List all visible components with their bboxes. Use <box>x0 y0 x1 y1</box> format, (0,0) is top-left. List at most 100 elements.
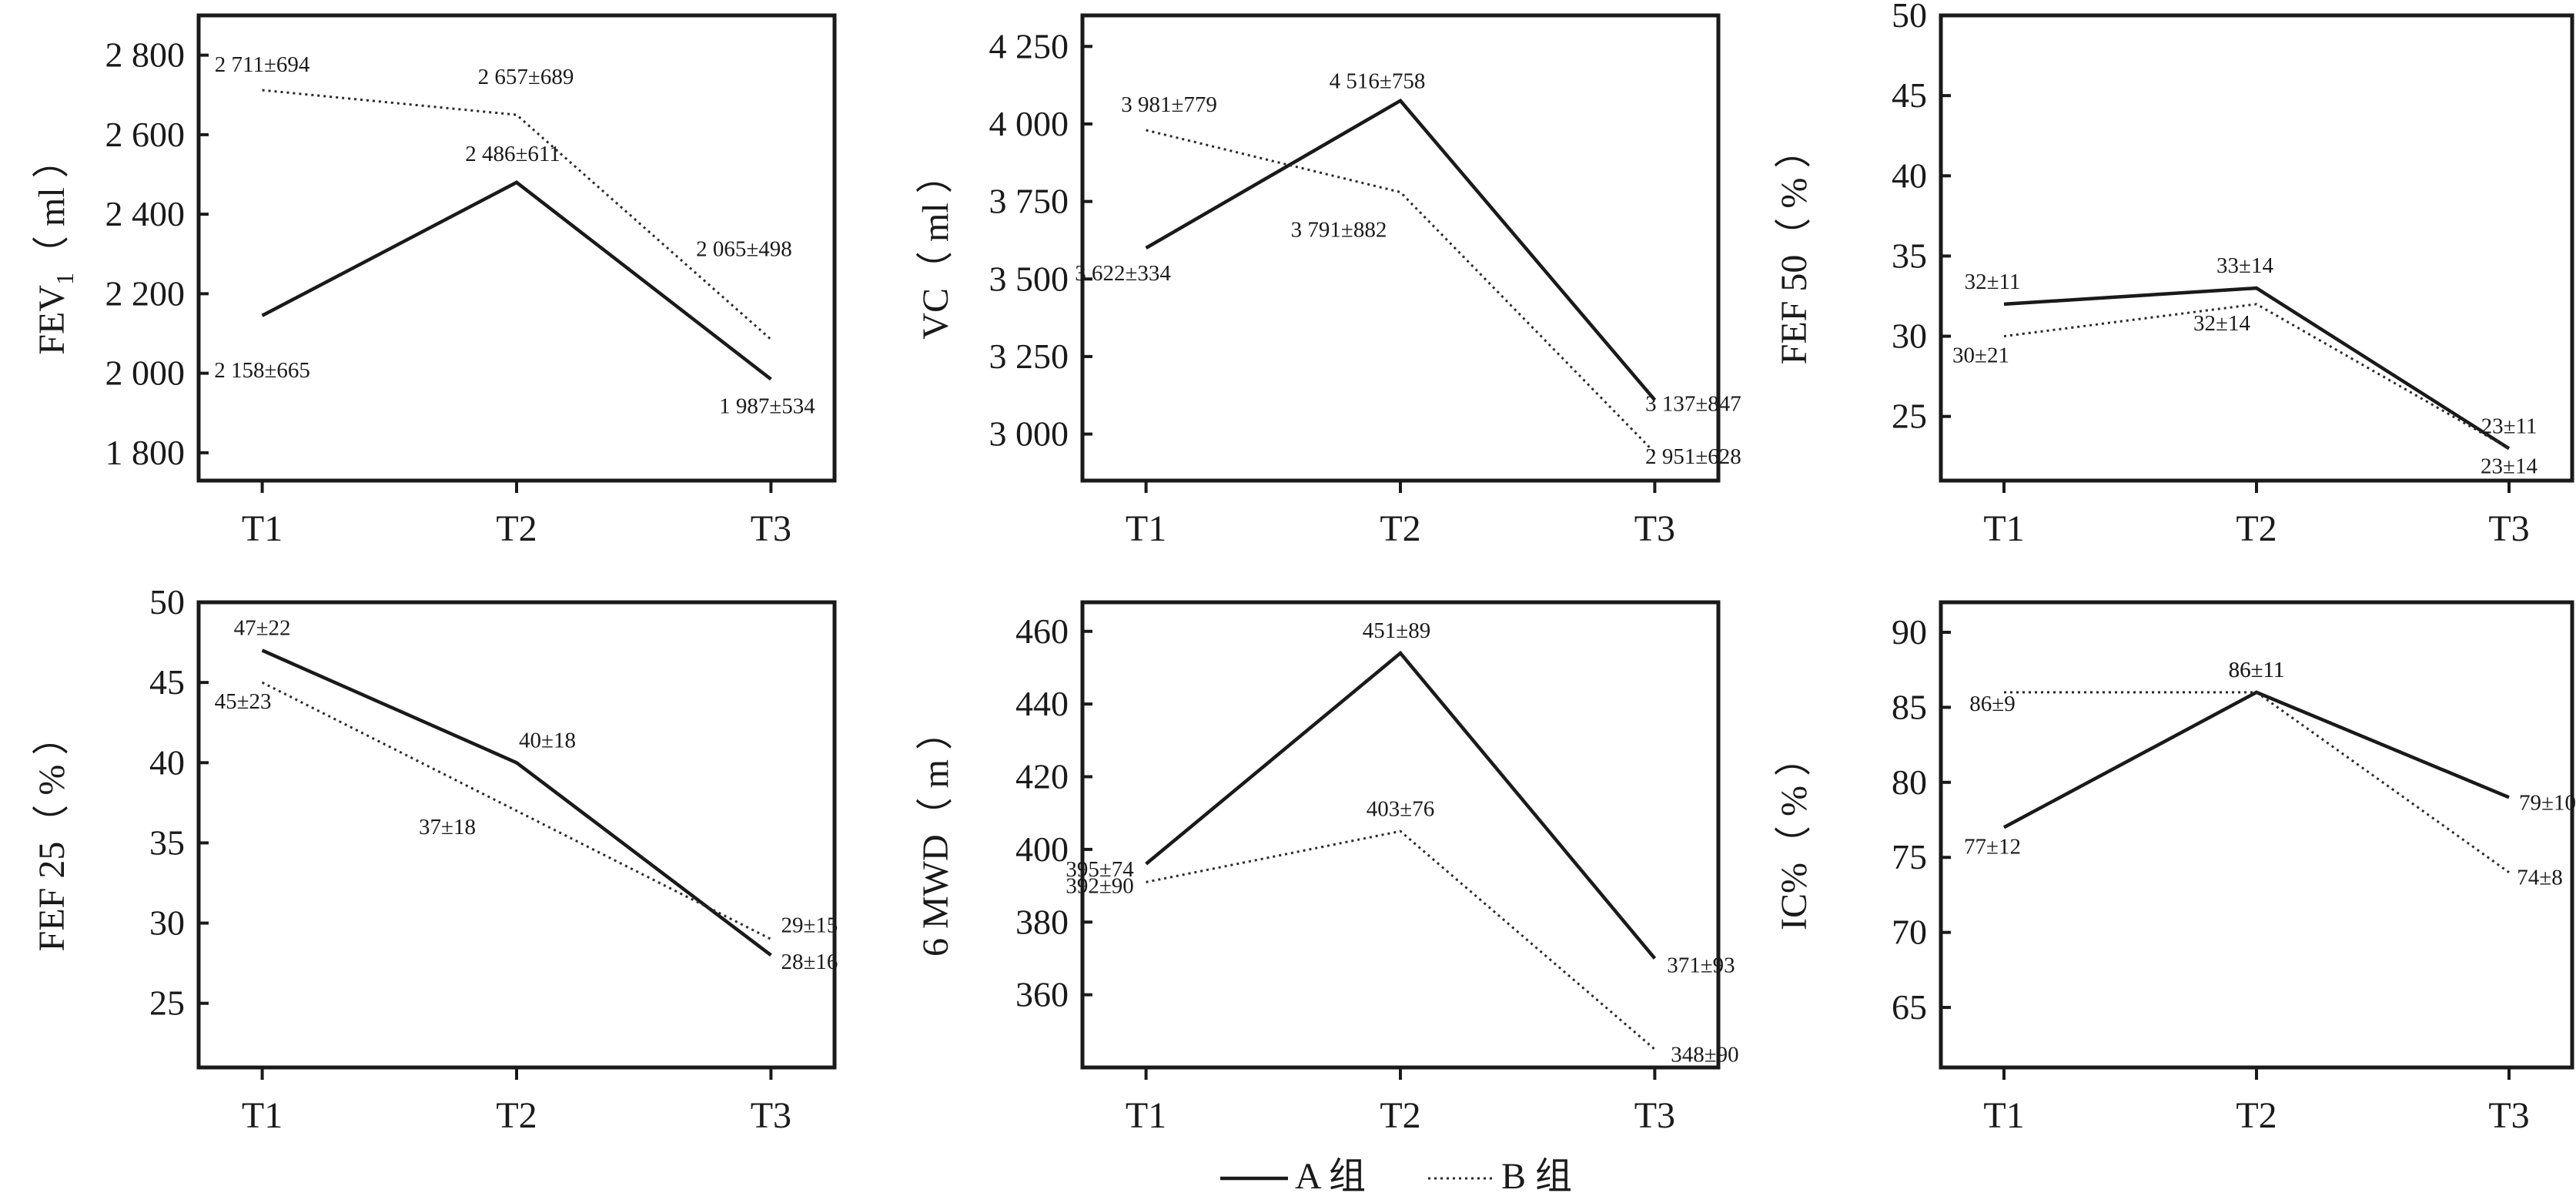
series-line-b <box>2003 303 2510 450</box>
y-tick-label: 70 <box>1892 913 1927 952</box>
plot-frame <box>1939 13 2574 483</box>
x-tick-label: T1 <box>242 508 283 549</box>
y-axis-label: FEF 50（ % ） <box>1774 132 1815 365</box>
data-label-a: 3 622±334 <box>1075 261 1171 286</box>
y-tick-label: 75 <box>1892 837 1927 876</box>
y-tick-label: 360 <box>1015 975 1069 1014</box>
y-tick-label: 90 <box>1892 612 1927 652</box>
x-tick-label: T2 <box>496 1095 537 1136</box>
y-tick-label: 85 <box>1892 687 1927 726</box>
data-label-a: 2 486±611 <box>465 142 560 166</box>
data-label-b: 29±15 <box>781 913 838 937</box>
x-tick-label: T3 <box>751 1095 791 1136</box>
y-tick-label: 2 600 <box>105 115 186 154</box>
data-label-b: 30±21 <box>1952 343 2009 368</box>
y-tick-label: 2 200 <box>105 273 186 313</box>
data-label-b: 348±90 <box>1671 1042 1738 1067</box>
data-label-a: 28±16 <box>781 950 838 974</box>
series-line-b <box>262 89 772 340</box>
x-tick-label: T3 <box>1634 1095 1675 1136</box>
series-line-a <box>261 180 772 381</box>
y-tick-label: 2 400 <box>105 194 186 233</box>
data-label-b: 32±14 <box>2193 311 2250 336</box>
y-tick-label: 2 000 <box>105 354 186 393</box>
data-label-a: 40±18 <box>519 728 576 752</box>
y-tick-label: 30 <box>149 903 185 943</box>
legend-label-b: B 组 <box>1501 1156 1572 1193</box>
x-tick-label: T1 <box>242 1095 283 1136</box>
data-label-b: 2 657±689 <box>478 65 574 89</box>
y-tick-label: 1 800 <box>105 433 186 472</box>
plot-frame <box>196 600 837 1070</box>
x-tick-label: T3 <box>751 508 791 549</box>
x-tick-label: T1 <box>1983 1095 2024 1136</box>
y-tick-label: 3 500 <box>989 259 1069 298</box>
data-label-b: 2 951±628 <box>1645 444 1741 469</box>
data-label-a: 4 516±758 <box>1330 69 1426 94</box>
legend-label-a: A 组 <box>1295 1156 1366 1193</box>
y-tick-label: 420 <box>1015 757 1069 796</box>
series-line-a <box>2003 286 2511 451</box>
series-line-b <box>2004 691 2510 873</box>
data-label-b: 3 981±779 <box>1121 92 1217 117</box>
y-axis-label: 6 MWD（ m ） <box>915 713 956 957</box>
y-tick-label: 40 <box>1892 156 1927 195</box>
x-tick-label: T2 <box>1380 1095 1420 1136</box>
chart-panel-1: 1 800 2 000 2 200 2 400 2 600 2 800 T1 T2 T3 FEV1… <box>32 13 837 549</box>
x-tick-label: T2 <box>1380 508 1420 549</box>
y-tick-label: 45 <box>1892 75 1927 115</box>
series-line-b <box>1146 129 1656 454</box>
x-tick-label: T1 <box>1126 1095 1166 1136</box>
series-line-a <box>1145 98 1657 401</box>
data-label-a: 1 987±534 <box>719 394 815 418</box>
data-label-b: 86±11 <box>2229 658 2285 682</box>
y-tick-label: 4 250 <box>989 26 1069 65</box>
y-tick-label: 65 <box>1892 987 1927 1027</box>
data-label-b: 45±23 <box>215 689 272 714</box>
data-label-a: 33±14 <box>2216 253 2273 278</box>
y-tick-label: 3 000 <box>989 414 1069 454</box>
y-tick-label: 380 <box>1015 902 1069 941</box>
data-label-a: 86±11 <box>2229 658 2285 682</box>
y-axis-label: FEV1（ ml ） <box>32 141 79 354</box>
y-tick-label: 25 <box>1892 397 1927 436</box>
x-tick-label: T3 <box>2488 508 2529 549</box>
data-label-b: 392±90 <box>1066 873 1133 898</box>
y-axis-label: IC%（ % ） <box>1774 739 1815 930</box>
data-label-b: 86±9 <box>1969 692 2015 716</box>
chart-panel-3: 25 30 35 40 45 50 T1 T2 T3 FEF 50（ % ） 32±11 33±14 2… <box>1774 0 2574 549</box>
data-label-a: 2 158±665 <box>214 358 310 383</box>
data-label-b: 3 791±882 <box>1291 218 1387 243</box>
y-tick-label: 3 750 <box>989 182 1069 221</box>
y-tick-label: 2 800 <box>105 35 186 75</box>
data-label-a: 79±10 <box>2519 790 2576 815</box>
chart-panel-2: 3 000 3 250 3 500 3 750 4 000 4 250 T1 T2 T3 VC（ … <box>915 13 1741 549</box>
series-line-b <box>261 681 772 940</box>
data-label-a: 47±22 <box>234 615 291 640</box>
x-tick-label: T3 <box>2488 1095 2529 1136</box>
data-label-b: 403±76 <box>1367 796 1434 821</box>
x-tick-label: T1 <box>1983 508 2024 549</box>
plot-frame <box>1080 600 1721 1070</box>
x-tick-label: T3 <box>1634 508 1675 549</box>
series-line-a <box>261 648 772 957</box>
y-tick-label: 4 000 <box>989 104 1069 143</box>
y-tick-label: 35 <box>1892 236 1927 275</box>
data-label-b: 2 065±498 <box>696 237 792 262</box>
x-tick-label: T2 <box>2236 508 2277 549</box>
y-tick-label: 80 <box>1892 762 1927 802</box>
y-tick-label: 35 <box>149 823 185 862</box>
chart-panel-4: 25 30 35 40 45 50 T1 T2 T3 FEF 25（ % ） 47±22 40±18 2… <box>32 582 838 1136</box>
data-label-a: 451±89 <box>1363 618 1430 643</box>
y-tick-label: 460 <box>1015 612 1069 651</box>
x-tick-label: T1 <box>1126 508 1166 549</box>
series-line-a <box>2002 690 2510 829</box>
data-label-a: 32±11 <box>1965 270 2021 294</box>
data-label-b: 37±18 <box>419 815 476 839</box>
series-line-b <box>1146 829 1656 1051</box>
y-tick-label: 400 <box>1015 829 1069 869</box>
data-label-a: 23±11 <box>2481 414 2538 438</box>
data-label-a: 371±93 <box>1667 953 1735 977</box>
y-tick-label: 3 250 <box>989 337 1069 376</box>
